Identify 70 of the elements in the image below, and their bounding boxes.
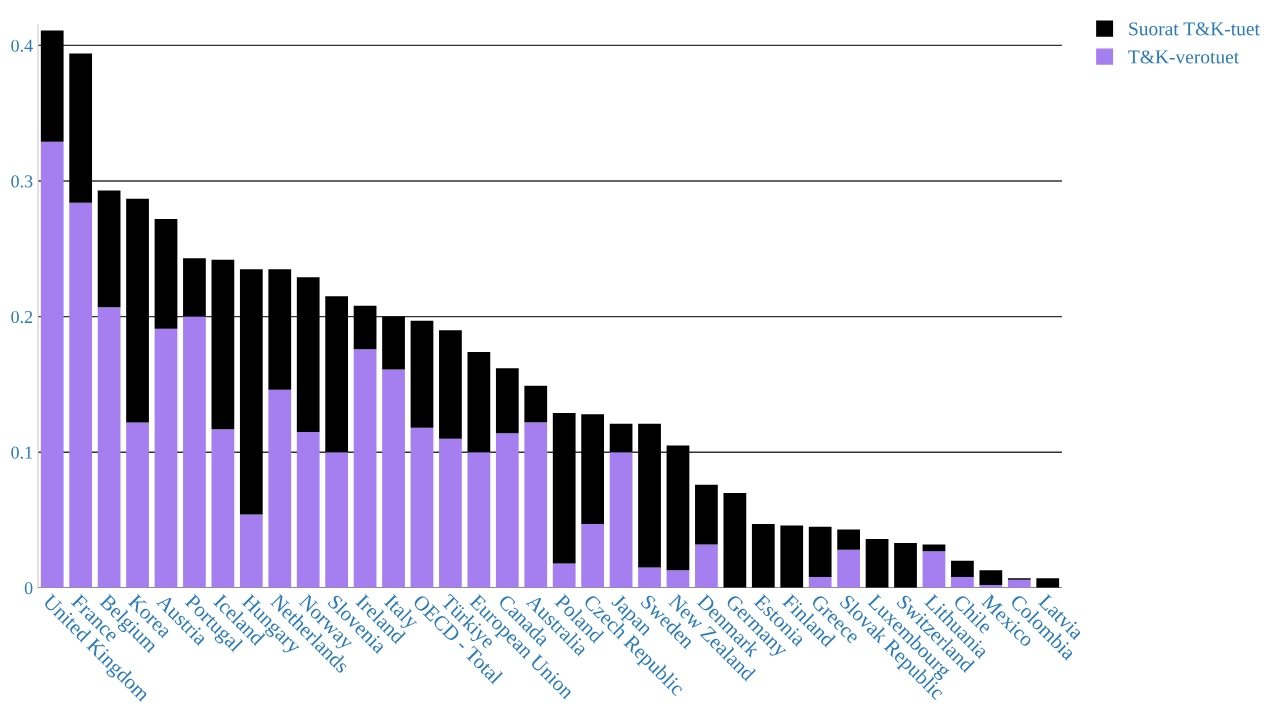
bar	[239, 514, 263, 588]
bar	[382, 316, 405, 370]
y-tick-label: 0	[24, 582, 33, 595]
bar	[666, 570, 690, 588]
bar	[552, 563, 576, 588]
bar	[268, 389, 292, 588]
bar	[495, 433, 519, 588]
bar	[183, 316, 206, 588]
bar	[183, 258, 206, 317]
bar	[410, 320, 434, 428]
bar	[154, 218, 178, 329]
bar	[524, 422, 548, 588]
bar	[211, 259, 235, 430]
bar	[325, 452, 349, 588]
bar	[837, 529, 861, 550]
bar	[979, 570, 1003, 586]
bar	[951, 576, 974, 588]
bar	[154, 328, 178, 588]
y-tick-label: 0.4	[11, 39, 33, 52]
bar	[666, 445, 690, 571]
bar	[894, 543, 917, 588]
legend-label: T&K-verotuet	[1128, 50, 1240, 64]
y-tick-label: 0.3	[11, 175, 33, 188]
bar	[780, 525, 804, 588]
bar	[40, 30, 64, 142]
bar	[609, 423, 633, 453]
bar	[495, 368, 519, 434]
bar	[211, 429, 235, 588]
bar	[609, 452, 633, 588]
bar	[410, 427, 434, 588]
bar	[581, 414, 605, 525]
bar	[922, 544, 946, 552]
bar	[695, 484, 718, 545]
bar	[808, 576, 832, 588]
bar	[97, 190, 121, 308]
bar	[40, 141, 64, 588]
legend-label: Suorat T&K-tuet	[1129, 22, 1260, 36]
bar	[723, 492, 747, 588]
bar	[1036, 578, 1060, 588]
bar	[638, 567, 661, 588]
y-tick-label: 0.2	[11, 310, 33, 324]
bar	[97, 307, 121, 588]
bar	[353, 349, 377, 588]
bar	[296, 431, 320, 588]
bar	[808, 526, 832, 577]
bar	[552, 412, 576, 564]
bar	[865, 539, 889, 588]
bar	[837, 549, 861, 588]
bar	[296, 277, 320, 432]
bar	[69, 202, 93, 588]
bar	[951, 560, 974, 577]
bar	[638, 423, 661, 568]
bar	[382, 369, 405, 588]
bar	[524, 385, 548, 423]
bar	[69, 53, 93, 203]
bar	[467, 452, 491, 588]
bar	[126, 198, 149, 423]
bar	[325, 296, 349, 453]
bar	[353, 305, 377, 350]
bar	[268, 269, 292, 390]
bar	[239, 269, 263, 515]
bar	[439, 438, 462, 588]
bar	[751, 524, 775, 588]
bar	[695, 544, 718, 588]
bar	[581, 524, 605, 588]
bar	[439, 330, 462, 439]
bar	[922, 551, 946, 588]
bar	[126, 422, 149, 588]
bar	[467, 351, 491, 453]
y-tick-label: 0.1	[11, 446, 33, 459]
